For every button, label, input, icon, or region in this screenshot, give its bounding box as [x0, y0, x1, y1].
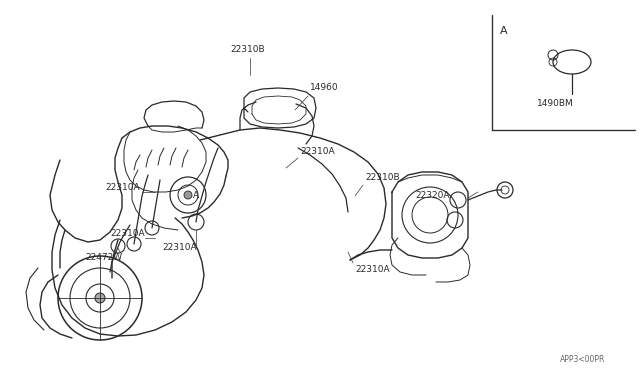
- Text: 22310B: 22310B: [365, 173, 399, 183]
- Text: A: A: [500, 26, 508, 36]
- Text: APP3<00PR: APP3<00PR: [560, 356, 605, 365]
- Text: 22320A: 22320A: [415, 192, 449, 201]
- Text: 1490BM: 1490BM: [537, 99, 573, 109]
- Text: 22310A: 22310A: [105, 183, 140, 192]
- Text: 22310A: 22310A: [355, 266, 390, 275]
- Text: 22310B: 22310B: [230, 45, 264, 55]
- Text: A: A: [193, 192, 199, 201]
- Circle shape: [95, 293, 105, 303]
- Text: 14960: 14960: [310, 83, 339, 93]
- Text: 22310A: 22310A: [300, 148, 335, 157]
- Circle shape: [184, 191, 192, 199]
- Text: 22310A: 22310A: [162, 244, 196, 253]
- Text: 22310A: 22310A: [110, 230, 145, 238]
- Text: 22472W: 22472W: [85, 253, 122, 263]
